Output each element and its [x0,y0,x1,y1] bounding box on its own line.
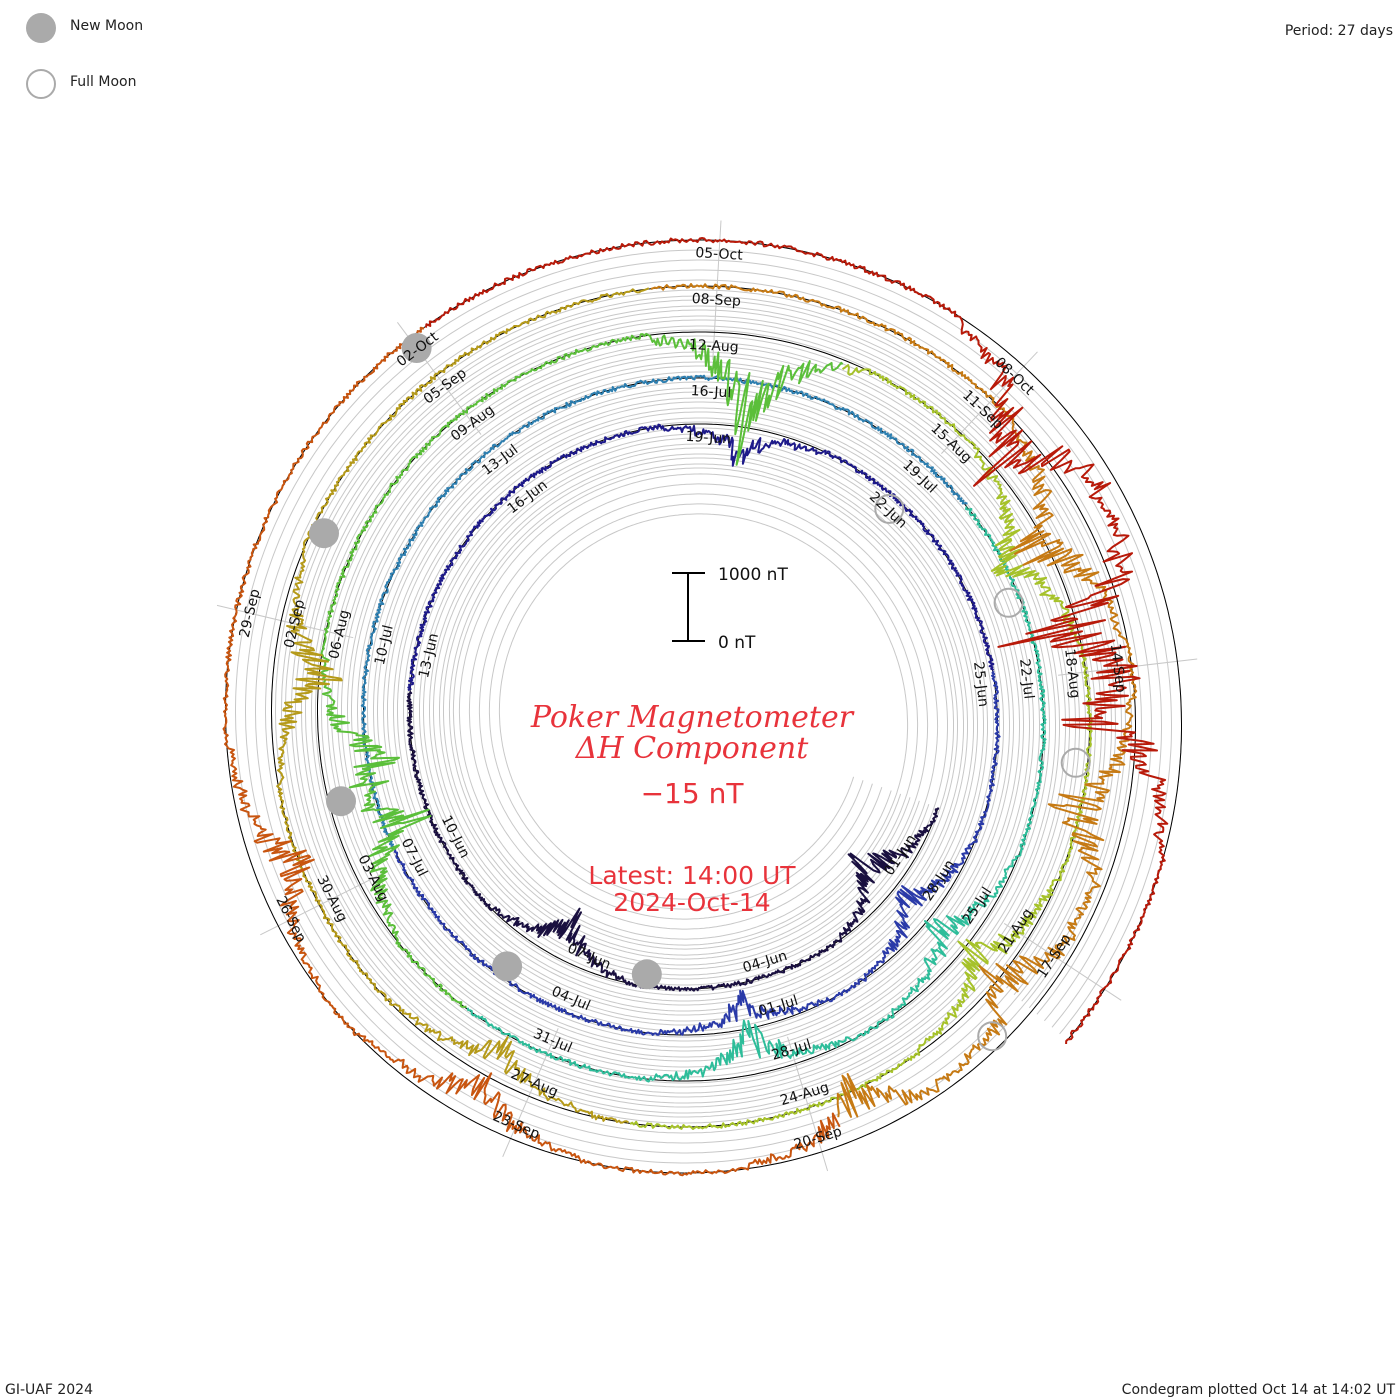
date-label: 12-Aug [688,337,739,356]
current-value: −15 nT [641,777,745,810]
spoke-line [260,871,386,936]
new-moon-marker [631,959,662,990]
full-moon-marker [993,587,1024,618]
date-label: 25-Jun [970,661,991,708]
spoke-line [1003,922,1122,1001]
full-moon-icon [26,69,56,99]
grid-spiral-8 [305,319,1102,1094]
component-title: ΔH Component [575,731,809,766]
date-label: 26-Sep [272,894,308,945]
latest-time: Latest: 14:00 UT [588,861,796,890]
date-label: 13-Jun [416,632,442,680]
moon-phase-markers [309,333,1091,1052]
trace-segment-0 [406,690,940,992]
date-label: 25-Jul [960,884,996,927]
latest-date: 2024-Oct-14 [613,888,770,917]
spoke-line [787,1036,829,1172]
scale-bar-top-label: 1000 nT [718,565,788,585]
period-label: Period: 27 days [1284,23,1393,39]
full-moon-marker [977,1021,1008,1052]
new-moon-marker [309,518,339,549]
date-label: 07-Jun [565,940,613,973]
date-label: 16-Jul [690,383,731,401]
new-moon-marker [326,786,356,817]
spoke-line [216,604,354,639]
date-label: 22-Jul [1016,658,1037,700]
date-label: 27-Aug [508,1066,560,1100]
date-label: 15-Aug [927,420,974,466]
date-label: 08-Oct [991,354,1037,399]
full-moon-marker [874,493,905,524]
grid-spiral-7 [295,309,1112,1104]
full-moon-marker [1060,747,1091,778]
date-label: 10-Jun [438,813,473,861]
center-title: Poker Magnetometer ΔH Component −15 nT L… [530,700,855,917]
spoke-line [712,220,722,361]
station-title: Poker Magnetometer [530,700,855,735]
grid-spiral-4 [265,279,1142,1134]
scale-bar: 1000 nT 0 nT [672,565,788,653]
date-label: 05-Oct [695,245,744,264]
magnetometer-trace [222,237,1169,1177]
spoke-line [941,351,1038,454]
trace-segment-1 [407,423,995,692]
new-moon-marker [401,333,432,363]
date-label: 23-Sep [490,1109,542,1143]
trace-segment-10 [425,237,1169,1045]
trace-segment-5 [320,332,844,1008]
date-label: 14-Sep [1107,643,1129,694]
date-label: 18-Aug [1061,648,1083,699]
trace-segment-2 [391,670,1001,1036]
new-moon-icon [26,13,56,43]
legend-full-moon-label: Full Moon [70,74,137,90]
date-label: 19-Jun [685,429,731,448]
grid-spiral-2 [245,259,1162,1154]
scale-bar-bottom-label: 0 nT [718,633,756,653]
spoke-line [502,1028,559,1157]
new-moon-marker [492,951,523,982]
credit-label: GI-UAF 2024 [5,1382,93,1398]
trace-segment-3 [360,374,968,848]
grid-spiral-6 [285,299,1122,1114]
plotted-timestamp: Condegram plotted Oct 14 at 14:02 UT [1121,1382,1395,1398]
legend-new-moon-label: New Moon [70,18,144,34]
trace-segment-8 [650,283,1138,1118]
trace-segment-4 [466,506,1047,1083]
grid-spiral-5 [275,289,1132,1124]
trace-segment-7 [276,287,650,1124]
grid-spiral-3 [255,269,1152,1144]
grid-spiral-1 [235,249,1172,1164]
date-label: 08-Sep [691,291,741,310]
trace-segment-9 [222,326,841,1177]
